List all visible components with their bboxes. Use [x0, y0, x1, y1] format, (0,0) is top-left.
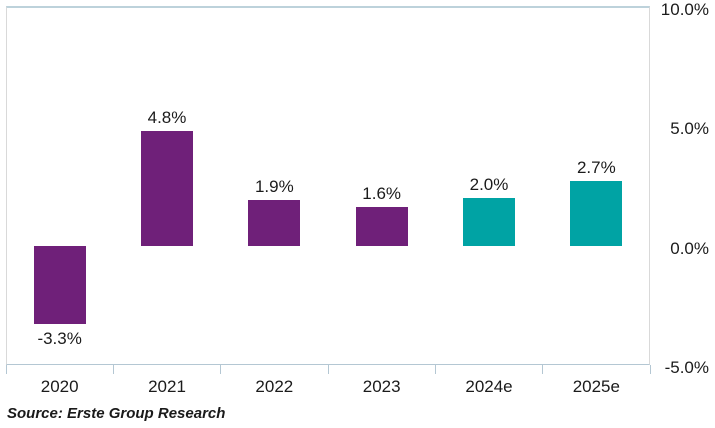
bar-2024e	[463, 197, 515, 246]
y-axis-labels: 10.0% 5.0% 0.0% -5.0%	[655, 0, 712, 428]
y-axis-label-10: 10.0%	[660, 0, 709, 19]
axis-tick	[649, 365, 651, 374]
y-axis-label-5: 5.0%	[670, 119, 709, 139]
y-axis-label-0: 0.0%	[670, 238, 709, 258]
x-axis-label-2022: 2022	[255, 377, 294, 396]
axis-tick	[327, 365, 329, 374]
x-axis-label-2025e: 2025e	[572, 377, 620, 396]
x-axis-label-2023: 2023	[362, 377, 401, 396]
x-axis-label-2024e: 2024e	[465, 377, 513, 396]
bar-2020	[33, 245, 86, 325]
axis-tick	[220, 365, 222, 374]
plot-area	[6, 6, 650, 365]
y-axis-label--5: -5.0%	[664, 358, 709, 377]
bar-2023	[355, 207, 408, 246]
value-label-2022: 1.9%	[254, 177, 294, 197]
value-label-2023: 1.6%	[362, 184, 402, 204]
bar-2025e	[570, 181, 623, 246]
source-text: Source: Erste Group Research	[7, 405, 226, 422]
bar-2021	[141, 131, 193, 246]
value-label-2024e: 2.0%	[469, 174, 509, 194]
value-label-2025e: 2.7%	[576, 158, 616, 178]
bar-2022	[248, 200, 301, 246]
axis-tick	[5, 365, 7, 374]
x-axis-label-2021: 2021	[148, 377, 186, 396]
x-axis-label-2020: 2020	[40, 377, 79, 396]
axis-tick	[542, 365, 544, 374]
value-label-2021: 4.8%	[147, 108, 187, 128]
axis-tick	[434, 365, 436, 374]
axis-tick	[112, 365, 114, 374]
value-label-2020: -3.3%	[37, 329, 82, 349]
